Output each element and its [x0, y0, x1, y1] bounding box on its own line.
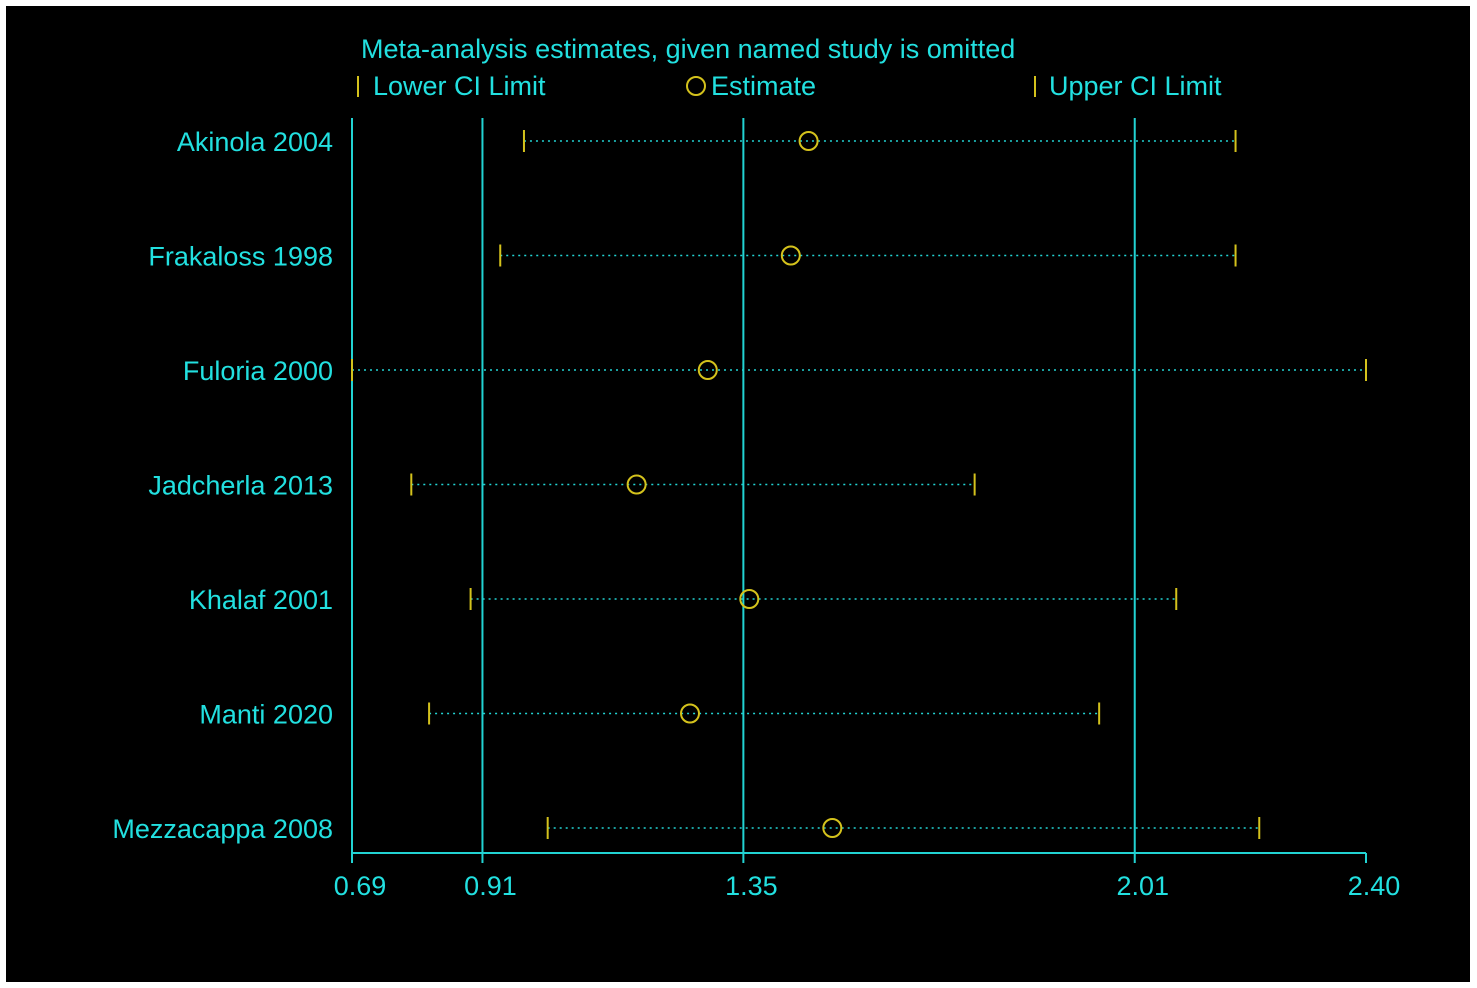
- study-row: Mezzacappa 2008: [112, 814, 1261, 844]
- study-label: Fuloria 2000: [183, 356, 333, 386]
- x-axis-ticks: 0.69 0.91 1.35 2.01 2.40: [334, 853, 1401, 901]
- estimate-marker: [739, 589, 760, 609]
- estimate-marker: [822, 818, 843, 838]
- legend: Lower CI Limit Estimate Upper CI Limit: [357, 71, 1222, 101]
- study-rows: Akinola 2004 Frakaloss 1998 Fuloria 2000 Ja…: [112, 127, 1367, 844]
- reference-lines: [351, 118, 1136, 853]
- study-label: Jadcherla 2013: [148, 471, 333, 501]
- study-label: Mezzacappa 2008: [112, 814, 333, 844]
- study-row: Manti 2020: [199, 700, 1101, 730]
- chart-frame: Meta-analysis estimates, given named stu…: [6, 6, 1470, 982]
- estimate-marker: [680, 703, 700, 724]
- x-tick-label: 2.40: [1348, 871, 1401, 901]
- study-row: Akinola 2004: [177, 127, 1237, 157]
- study-label: Khalaf 2001: [189, 585, 333, 615]
- x-tick-label: 2.01: [1116, 871, 1169, 901]
- estimate-marker: [798, 131, 819, 151]
- study-row: Fuloria 2000: [183, 356, 1367, 386]
- legend-estimate-marker: [686, 76, 706, 96]
- chart-title: Meta-analysis estimates, given named stu…: [361, 34, 1015, 64]
- legend-estimate-label: Estimate: [711, 71, 816, 101]
- forest-plot: Meta-analysis estimates, given named stu…: [112, 34, 1401, 901]
- study-label: Frakaloss 1998: [148, 242, 333, 272]
- x-tick-label: 0.91: [464, 871, 517, 901]
- x-tick-label: 1.35: [725, 871, 778, 901]
- estimate-marker: [697, 360, 718, 380]
- estimate-marker: [780, 245, 801, 266]
- x-tick-label: 0.69: [334, 871, 387, 901]
- study-row: Frakaloss 1998: [148, 242, 1237, 272]
- study-row: Jadcherla 2013: [148, 471, 976, 501]
- legend-lower-label: Lower CI Limit: [373, 71, 546, 101]
- study-row: Khalaf 2001: [189, 585, 1178, 615]
- legend-upper-label: Upper CI Limit: [1049, 71, 1222, 101]
- study-label: Akinola 2004: [177, 127, 333, 157]
- estimate-marker: [626, 474, 647, 495]
- study-label: Manti 2020: [199, 700, 333, 730]
